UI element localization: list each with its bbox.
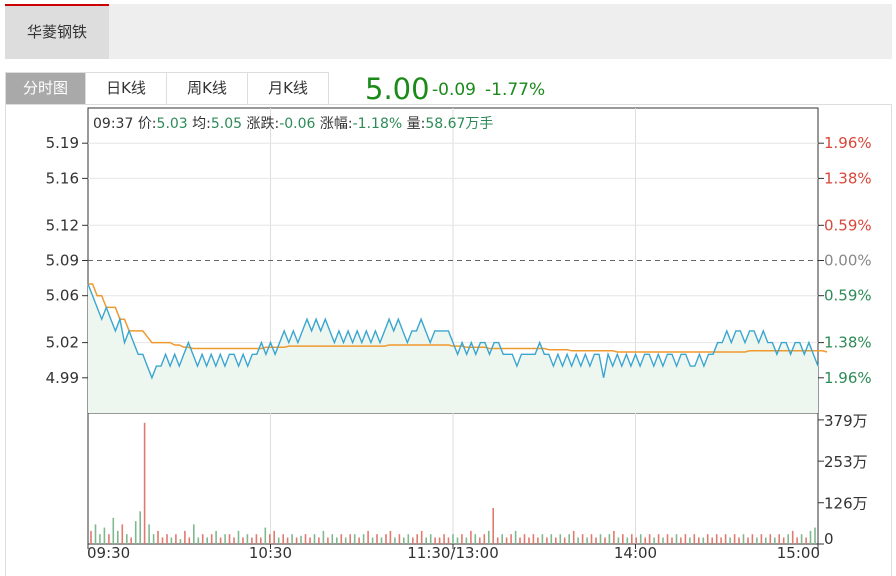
tab-intraday[interactable]: 分时图 bbox=[5, 72, 86, 105]
y-tick-label: 5.02 bbox=[46, 334, 79, 352]
y-tick-label: 5.09 bbox=[46, 252, 79, 270]
info-chg-label: 涨跌: bbox=[246, 116, 280, 132]
info-chg: -0.06 bbox=[279, 116, 316, 132]
volume-tick-label: 253万 bbox=[824, 453, 868, 471]
y-tick-label: 5.06 bbox=[46, 287, 79, 305]
pct-tick-label: 1.38% bbox=[824, 169, 872, 187]
y-tick-label: 5.19 bbox=[46, 134, 79, 152]
info-pct: -1.18% bbox=[352, 116, 403, 132]
info-vol-label: 量: bbox=[406, 116, 426, 132]
info-vol: 58.67万手 bbox=[425, 116, 494, 132]
y-tick-label: 4.99 bbox=[46, 369, 79, 387]
volume-tick-label: 379万 bbox=[824, 412, 868, 430]
current-price: 5.00 bbox=[365, 72, 430, 106]
chart-frame bbox=[5, 104, 892, 576]
volume-tick-label: 126万 bbox=[824, 495, 868, 513]
info-avg: 5.05 bbox=[210, 116, 243, 132]
crosshair-info: 09:37 价:5.03 均:5.05 涨跌:-0.06 涨幅:-1.18% 量… bbox=[93, 113, 493, 133]
tab-monthly-k[interactable]: 月K线 bbox=[248, 72, 329, 105]
x-tick-label: 11:30/13:00 bbox=[407, 544, 499, 562]
volume-tick-label: 0 bbox=[824, 530, 834, 548]
tab-daily-k[interactable]: 日K线 bbox=[86, 72, 167, 105]
pct-tick-label: 0.00% bbox=[824, 252, 872, 270]
avg-price-line bbox=[88, 283, 828, 353]
pct-tick-label: 1.96% bbox=[824, 134, 872, 152]
x-tick-label: 09:30 bbox=[87, 544, 130, 562]
price-line bbox=[87, 283, 819, 380]
stock-tab-bar: 华菱钢铁 bbox=[5, 4, 892, 59]
stock-tab[interactable]: 华菱钢铁 bbox=[5, 4, 109, 59]
y-tick-label: 5.12 bbox=[46, 216, 79, 234]
price-area-fill bbox=[88, 284, 818, 413]
tab-weekly-k[interactable]: 周K线 bbox=[167, 72, 248, 105]
pct-tick-label: 1.38% bbox=[824, 334, 872, 352]
pct-tick-label: 0.59% bbox=[824, 216, 872, 234]
pct-tick-label: 0.59% bbox=[824, 287, 872, 305]
x-tick-label: 14:00 bbox=[614, 544, 657, 562]
price-change: -0.09 bbox=[432, 80, 476, 100]
info-pct-label: 涨幅: bbox=[319, 116, 353, 132]
info-price-label: 价: bbox=[137, 116, 157, 132]
x-tick-label: 10:30 bbox=[249, 544, 292, 562]
y-tick-label: 5.16 bbox=[46, 169, 79, 187]
price-change-pct: -1.77% bbox=[485, 80, 546, 100]
x-tick-label: 15:00 bbox=[777, 544, 820, 562]
info-price: 5.03 bbox=[156, 116, 188, 132]
period-tabs: 分时图 日K线 周K线 月K线 bbox=[5, 72, 329, 105]
info-avg-label: 均: bbox=[192, 116, 211, 132]
info-time: 09:37 bbox=[93, 116, 134, 132]
pct-tick-label: 1.96% bbox=[824, 369, 872, 387]
